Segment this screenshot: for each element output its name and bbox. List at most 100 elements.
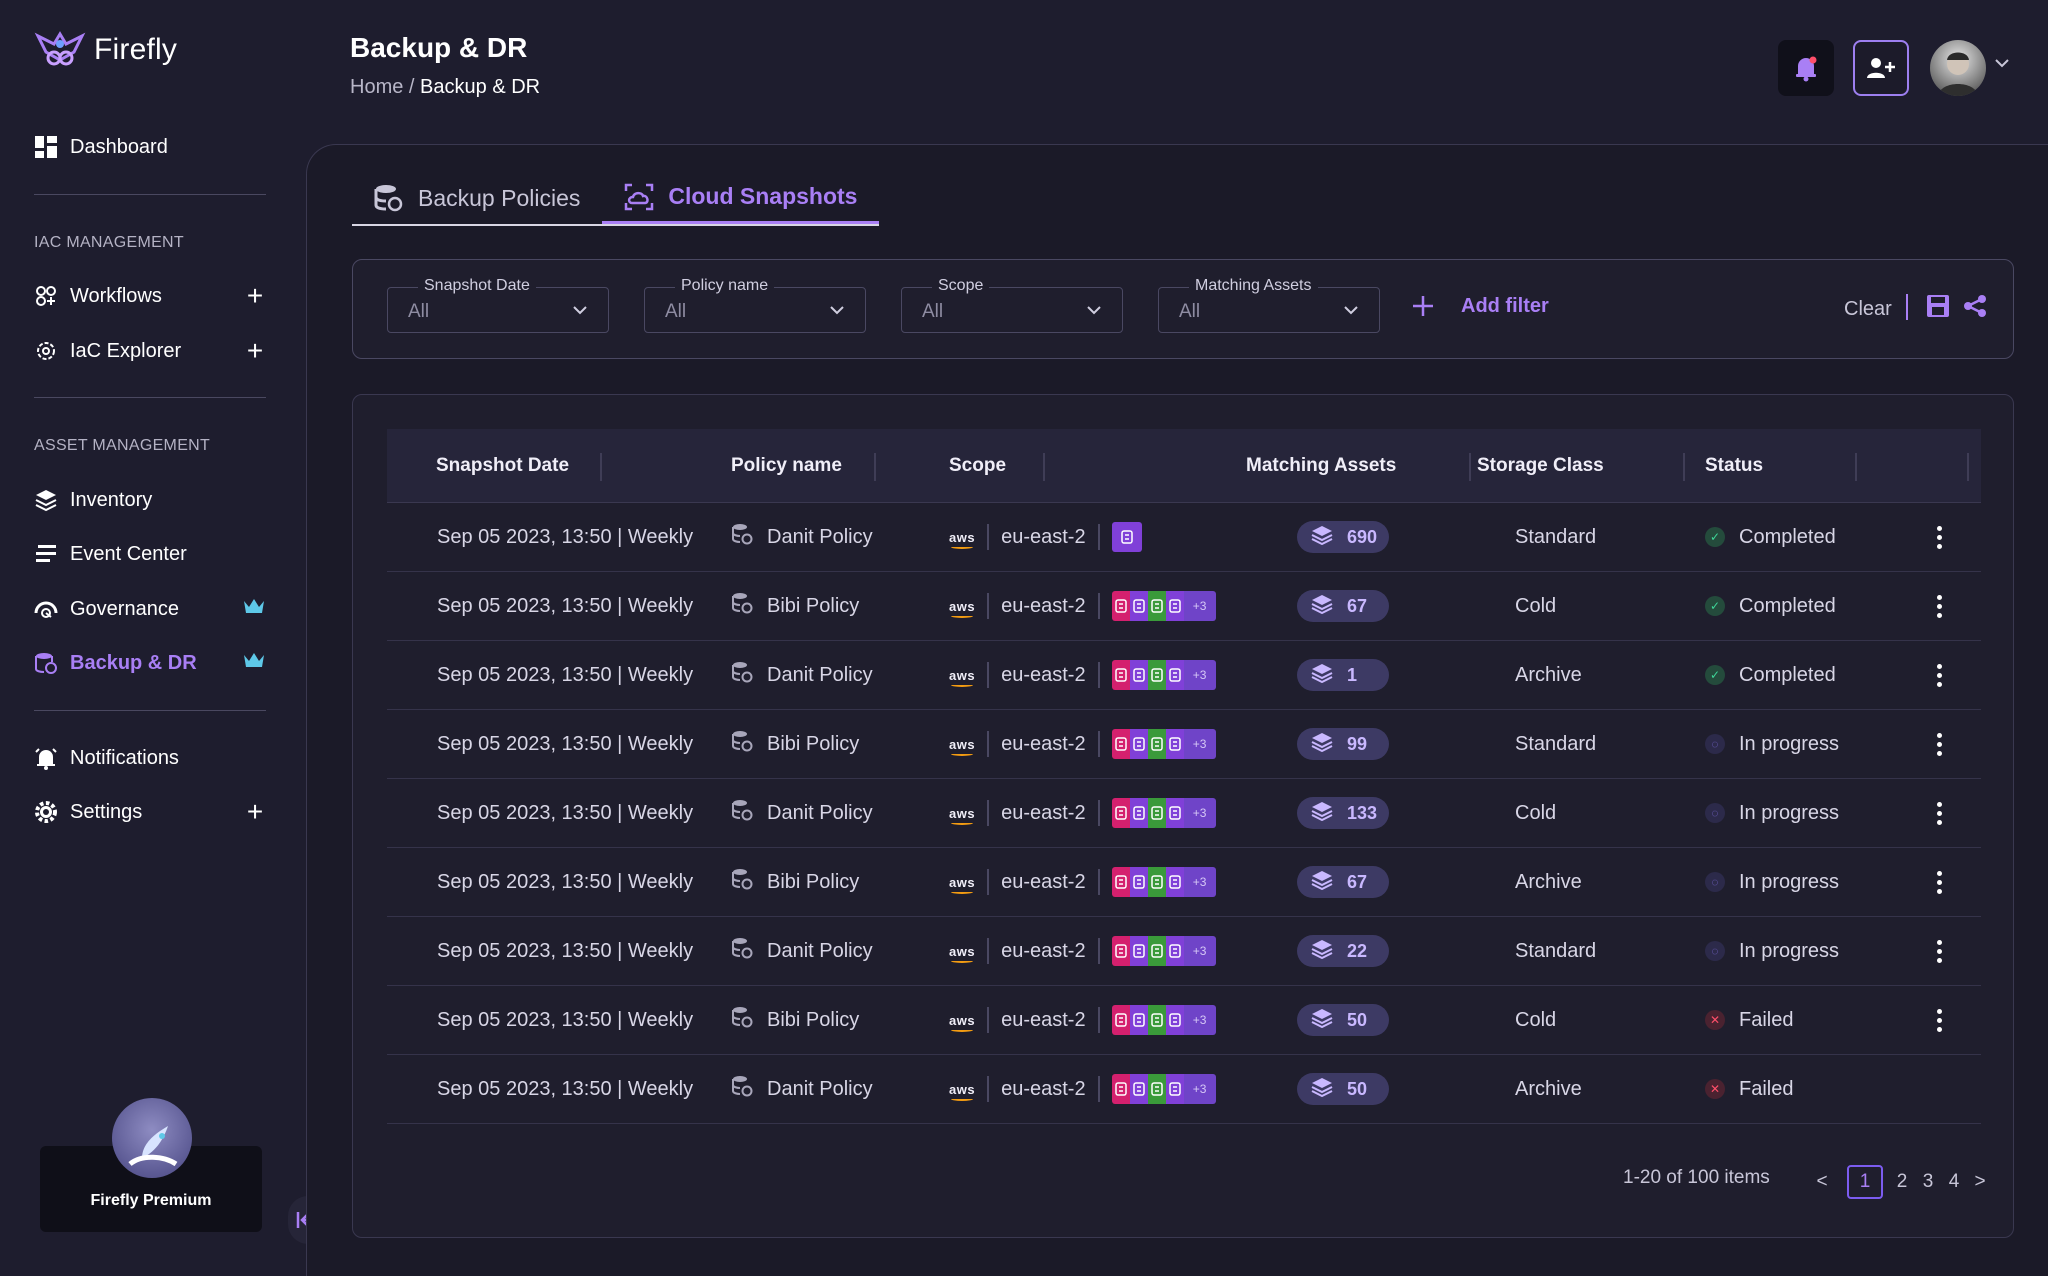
pagination-prev-button[interactable]: < bbox=[1816, 1171, 1828, 1192]
service-icons-group[interactable]: +3 bbox=[1111, 936, 1216, 966]
matching-assets-badge[interactable]: 67 bbox=[1297, 590, 1389, 622]
row-actions-button[interactable] bbox=[1929, 710, 1949, 778]
sidebar-item-governance[interactable]: Governance bbox=[34, 593, 266, 625]
share-icon[interactable] bbox=[1963, 294, 1987, 323]
brand-logo[interactable]: Firefly bbox=[34, 30, 177, 70]
sidebar-item-inventory[interactable]: Inventory bbox=[34, 484, 266, 516]
scope-divider bbox=[987, 938, 990, 964]
service-icons-group[interactable]: +3 bbox=[1111, 591, 1216, 621]
pagination-page-2[interactable]: 2 bbox=[1896, 1171, 1908, 1192]
sidebar-item-backup-dr[interactable]: Backup & DR bbox=[34, 647, 266, 679]
snapshot-date-filter[interactable]: Snapshot Date All bbox=[387, 277, 609, 333]
plus-icon[interactable]: + bbox=[246, 335, 264, 366]
pagination-page-3[interactable]: 3 bbox=[1922, 1171, 1934, 1192]
policy-name-filter[interactable]: Policy name All bbox=[644, 277, 866, 333]
chevron-down-icon[interactable] bbox=[1994, 56, 2010, 74]
table-row[interactable]: Sep 05 2023, 13:50 | Weekly Bibi Policy … bbox=[387, 710, 1981, 779]
avatar[interactable] bbox=[1930, 40, 1986, 96]
clear-filters-button[interactable]: Clear bbox=[1844, 298, 1892, 320]
service-icon bbox=[1111, 522, 1142, 552]
notifications-button[interactable] bbox=[1778, 40, 1834, 96]
policy-name[interactable]: Danit Policy bbox=[767, 939, 873, 962]
row-actions-button[interactable] bbox=[1929, 779, 1949, 847]
breadcrumb-home[interactable]: Home bbox=[350, 76, 404, 98]
policy-name[interactable]: Danit Policy bbox=[767, 1077, 873, 1100]
policy-name[interactable]: Danit Policy bbox=[767, 663, 873, 686]
row-actions-button[interactable] bbox=[1929, 572, 1949, 640]
tab-backup-policies[interactable]: Backup Policies bbox=[352, 172, 602, 224]
sidebar-item-event-center[interactable]: Event Center bbox=[34, 538, 266, 570]
pagination-page-4[interactable]: 4 bbox=[1948, 1171, 1960, 1192]
column-header-snapshot-date[interactable]: Snapshot Date bbox=[436, 455, 570, 476]
service-icons-group[interactable]: +3 bbox=[1111, 798, 1216, 828]
sidebar-item-notifications[interactable]: Notifications bbox=[34, 742, 266, 774]
policy-name[interactable]: Bibi Policy bbox=[767, 594, 860, 617]
add-filter-button[interactable]: Add filter bbox=[1411, 294, 1549, 318]
tab-cloud-snapshots[interactable]: Cloud Snapshots bbox=[602, 172, 880, 224]
scope-divider bbox=[1097, 731, 1100, 757]
column-header-status[interactable]: Status bbox=[1705, 455, 1764, 476]
matching-assets-badge[interactable]: 133 bbox=[1297, 797, 1389, 829]
matching-assets-badge[interactable]: 22 bbox=[1297, 935, 1389, 967]
more-services-count: +3 bbox=[1183, 867, 1216, 897]
row-actions-button[interactable] bbox=[1929, 641, 1949, 709]
service-icon bbox=[1111, 867, 1130, 897]
sidebar-item-workflows[interactable]: Workflows + bbox=[34, 280, 266, 312]
column-header-storage-class[interactable]: Storage Class bbox=[1477, 455, 1604, 476]
matching-assets-cell: 1 bbox=[1297, 641, 1389, 709]
plus-icon[interactable]: + bbox=[246, 280, 264, 311]
column-header-matching-assets[interactable]: Matching Assets bbox=[1246, 455, 1397, 476]
matching-assets-filter[interactable]: Matching Assets All bbox=[1158, 277, 1380, 333]
service-icon bbox=[1111, 1005, 1130, 1035]
scope-divider bbox=[1097, 524, 1100, 550]
matching-assets-badge[interactable]: 50 bbox=[1297, 1073, 1389, 1105]
table-row[interactable]: Sep 05 2023, 13:50 | Weekly Bibi Policy … bbox=[387, 848, 1981, 917]
policy-name[interactable]: Bibi Policy bbox=[767, 870, 860, 893]
service-icon bbox=[1111, 591, 1130, 621]
scope-divider bbox=[987, 593, 990, 619]
matching-assets-badge[interactable]: 50 bbox=[1297, 1004, 1389, 1036]
matching-assets-badge[interactable]: 690 bbox=[1297, 521, 1389, 553]
table-row[interactable]: Sep 05 2023, 13:50 | Weekly Bibi Policy … bbox=[387, 986, 1981, 1055]
table-row[interactable]: Sep 05 2023, 13:50 | Weekly Danit Policy… bbox=[387, 779, 1981, 848]
table-row[interactable]: Sep 05 2023, 13:50 | Weekly Danit Policy… bbox=[387, 917, 1981, 986]
scope-filter[interactable]: Scope All bbox=[901, 277, 1123, 333]
plus-icon[interactable]: + bbox=[246, 796, 264, 827]
sidebar-item-label: Governance bbox=[70, 597, 179, 620]
table-row[interactable]: Sep 05 2023, 13:50 | Weekly Danit Policy… bbox=[387, 503, 1981, 572]
row-actions-button[interactable] bbox=[1929, 503, 1949, 571]
policy-name[interactable]: Bibi Policy bbox=[767, 732, 860, 755]
more-services-count: +3 bbox=[1183, 798, 1216, 828]
save-icon[interactable] bbox=[1926, 294, 1950, 323]
row-actions-button[interactable] bbox=[1929, 848, 1949, 916]
pagination-next-button[interactable]: > bbox=[1974, 1171, 1986, 1192]
pagination-page-1[interactable]: 1 bbox=[1847, 1165, 1883, 1199]
matching-assets-badge[interactable]: 67 bbox=[1297, 866, 1389, 898]
tab-label: Backup Policies bbox=[418, 184, 581, 211]
matching-assets-badge[interactable]: 99 bbox=[1297, 728, 1389, 760]
column-header-policy-name[interactable]: Policy name bbox=[731, 455, 842, 476]
service-icons-group[interactable]: +3 bbox=[1111, 1005, 1216, 1035]
invite-user-button[interactable] bbox=[1853, 40, 1909, 96]
policy-name[interactable]: Danit Policy bbox=[767, 525, 873, 548]
sidebar-item-iac-explorer[interactable]: IaC Explorer + bbox=[34, 335, 266, 367]
policy-name[interactable]: Danit Policy bbox=[767, 801, 873, 824]
table-row[interactable]: Sep 05 2023, 13:50 | Weekly Danit Policy… bbox=[387, 641, 1981, 710]
row-actions-button[interactable] bbox=[1929, 917, 1949, 985]
service-icons-group[interactable]: +3 bbox=[1111, 729, 1216, 759]
service-icons-group[interactable]: +3 bbox=[1111, 867, 1216, 897]
matching-assets-badge[interactable]: 1 bbox=[1297, 659, 1389, 691]
sidebar-item-settings[interactable]: Settings + bbox=[34, 796, 266, 828]
table-row[interactable]: Sep 05 2023, 13:50 | Weekly Danit Policy… bbox=[387, 1055, 1981, 1124]
premium-card[interactable]: Firefly Premium bbox=[40, 1098, 262, 1232]
service-icons-group[interactable]: +3 bbox=[1111, 660, 1216, 690]
region-label: eu-east-2 bbox=[1001, 732, 1086, 755]
scope-cell: aws eu-east-2 +3 bbox=[949, 779, 1216, 847]
table-row[interactable]: Sep 05 2023, 13:50 | Weekly Bibi Policy … bbox=[387, 572, 1981, 641]
sidebar-item-dashboard[interactable]: Dashboard bbox=[34, 131, 266, 163]
row-actions-button[interactable] bbox=[1929, 986, 1949, 1054]
column-header-scope[interactable]: Scope bbox=[949, 455, 1007, 476]
policy-name[interactable]: Bibi Policy bbox=[767, 1008, 860, 1031]
status-failed-icon: ✕ bbox=[1705, 1010, 1725, 1030]
service-icons-group[interactable]: +3 bbox=[1111, 1074, 1216, 1104]
